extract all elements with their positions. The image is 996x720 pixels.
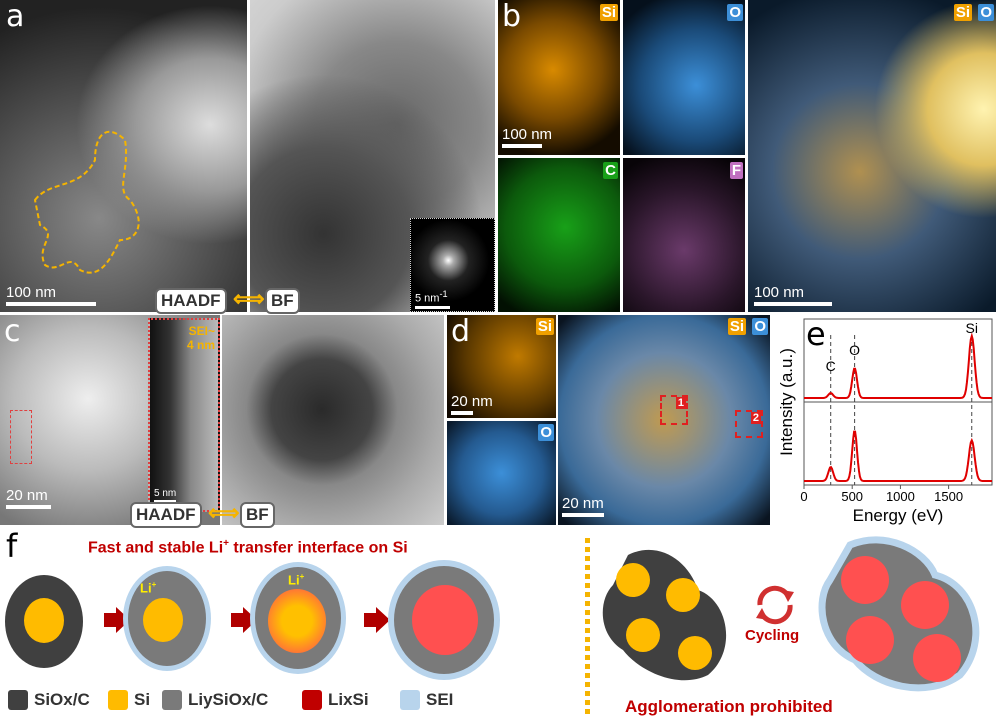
tag-o: O [978,4,994,21]
panel-label-b: b [502,0,522,34]
tag-si: Si [953,4,972,21]
chart-svg: eCO Si 0 500 1000 1500 Energy (eV) Intensity (a… [777,315,993,525]
scale-bar-overlay-b: 100 nm [754,284,832,306]
scale-bar-b: 100 nm [502,126,552,148]
tag-si: Si [727,318,746,335]
tag-o: O [727,4,743,21]
panel-label-e: e [806,315,826,353]
schematic-title: Fast and stable Li+ transfer interface o… [88,538,408,557]
map-si-b: b Si 100 nm [498,0,620,155]
scale-bar-a: 100 nm [6,284,96,306]
spectrum-line-region-2 [804,430,992,482]
legend-lisioxc: LiySiOx/C [162,690,268,710]
panel-label-d: d [451,315,471,349]
panel-label-a: a [6,0,25,34]
double-arrow-icon: ⟺ [208,500,240,525]
bf-label-a: BF [265,288,300,314]
panel-label-f: f [6,527,18,565]
tag-o: O [752,318,768,335]
double-arrow-icon: ⟺ [233,286,265,311]
scale-bar-c: 20 nm [6,487,51,509]
tag-si: Si [599,4,618,21]
tag-f: F [729,162,743,179]
map-si-o-overlay-b: Si O 100 nm [748,0,996,312]
legend-sei: SEI [400,690,453,710]
haadf-label-c: HAADF [130,502,202,528]
map-c-b: C [498,158,620,312]
scale-bar-inset-a: 5 nm-1 [415,289,450,309]
scale-bar-inset-c: 5 nm [154,488,176,502]
peak-label: Si [966,320,978,336]
eds-spectra-chart: e C O Si 0 500 1000 1500 Energy (eV) Intensity (a… [770,315,996,530]
lixsi-gradient-core [268,589,326,653]
sei-inset-c: SEI~ 4 nm 5 nm [148,318,220,512]
lixsi-core [412,585,478,655]
peak-label: O [849,342,860,358]
cycling-label: Cycling [745,627,800,644]
map-o-b: O [623,0,745,155]
legend-si: Si [108,690,150,710]
agglomerate-before [602,549,727,681]
tag-si: Si [535,318,554,335]
x-tick-label: 0 [800,489,807,504]
bf-image-c [222,315,444,525]
tag-o: O [538,424,554,441]
region-label-1: 1 [675,397,686,409]
legend-sioxc: SiOx/C [8,690,90,710]
region-box-2[interactable]: 2 [735,410,763,438]
li-ion-label: Li+ [288,572,305,588]
divider [585,538,590,714]
selection-box [10,410,32,464]
x-tick-label: 1000 [886,489,915,504]
diffraction-inset: 5 nm-1 [410,218,495,312]
li-ion-label: Li+ [140,580,157,596]
panel-label-c: c [4,315,21,349]
bf-label-c: BF [240,502,275,528]
legend-lixsi: LixSi [302,690,369,710]
map-o-d: O [447,421,556,525]
tag-c: C [603,162,618,179]
agglomerate-after [818,536,980,692]
x-tick-label: 1500 [934,489,963,504]
haadf-label-a: HAADF [155,288,227,314]
map-si-o-overlay-d: Si O 1 2 20 nm [558,315,770,525]
haadf-image-a: a 100 nm [0,0,247,312]
map-si-d: d Si 20 nm [447,315,556,418]
step-arrow-icon [364,607,390,633]
x-tick-label: 500 [841,489,863,504]
agglomeration-label: Agglomeration prohibited [625,697,833,716]
sei-thickness-label: SEI~ 4 nm [186,324,215,352]
region-box-1[interactable]: 1 [660,395,688,425]
spectrum-line-region-1 [804,332,992,399]
si-core [143,598,183,642]
scale-bar-overlay-d: 20 nm [562,495,604,517]
scale-bar-d: 20 nm [451,393,493,415]
map-f-b: F [623,158,745,312]
region-label-2: 2 [750,412,761,424]
bf-image-a: 5 nm-1 [250,0,495,312]
region-outline [33,130,140,274]
x-axis-label: Energy (eV) [853,506,944,525]
si-core [24,598,64,643]
y-axis-label: Intensity (a.u.) [777,348,796,456]
peak-label: C [826,358,836,374]
cycling-icon [756,585,794,625]
